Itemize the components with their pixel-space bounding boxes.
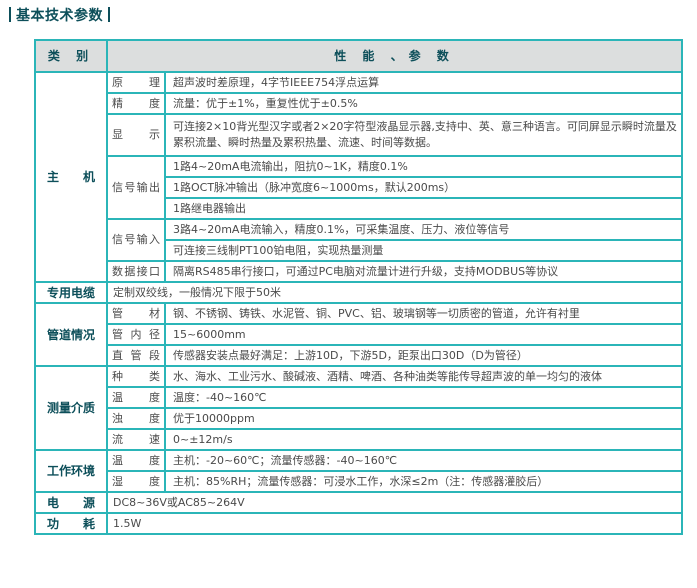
subcategory-cell: 浊 度 [106, 407, 166, 430]
table-row: 管道情况管 材钢、不锈钢、铸铁、水泥管、铜、PVC、铝、玻璃钢等一切质密的管道，… [34, 302, 683, 367]
subcategory-cell: 湿 度 [106, 470, 166, 493]
value-cell: 1.5W [106, 512, 683, 535]
table-row: 1路OCT脉冲输出（脉冲宽度6~1000ms，默认200ms） [35, 176, 683, 199]
subcategory-cell: 管 材 [106, 302, 166, 325]
table-row: 测量介质种 类水、海水、工业污水、酸碱液、酒精、啤酒、各种油类等能传导超声波的单… [34, 365, 683, 451]
subcategory-cell: 数据接口 [106, 260, 166, 283]
subcategory-cell: 信号输入 [106, 218, 166, 262]
value-cell: 超声波时差原理，4字节IEEE754浮点运算 [164, 71, 683, 94]
header-category: 类 别 [34, 39, 108, 73]
category-cell: 管道情况 [34, 302, 108, 367]
value-cell: 温度：-40~160℃ [164, 386, 683, 409]
value-cell: 15~6000mm [164, 323, 683, 346]
category-cell: 测量介质 [34, 365, 108, 451]
value-cell: 3路4~20mA电流输入，精度0.1%，可采集温度、压力、液位等信号 [164, 218, 683, 241]
value-cell: 钢、不锈钢、铸铁、水泥管、铜、PVC、铝、玻璃钢等一切质密的管道，允许有衬里 [164, 302, 683, 325]
table-row: 数据接口 隔离RS485串行接口，可通过PC电脑对流量计进行升级，支持MODBUS… [35, 260, 683, 283]
table-row: 功 耗 1.5W [34, 512, 683, 535]
subcategory-cell: 精 度 [106, 92, 166, 115]
table-row: 可连接三线制PT100铂电阻，实现热量测量 [35, 239, 683, 262]
subcategory-cell: 直管段 [106, 344, 166, 367]
table-row: 湿 度主机：85%RH；流量传感器：可浸水工作，水深≤2m（注：传感器灌胶后） [35, 470, 683, 493]
table-row: 管内径 15~6000mm [35, 323, 683, 346]
value-cell: 1路继电器输出 [164, 197, 683, 220]
subcategory-cell: 显 示 [106, 113, 166, 157]
value-cell: 定制双绞线，一般情况下限于50米 [106, 281, 683, 304]
value-cell: 可连接三线制PT100铂电阻，实现热量测量 [164, 239, 683, 262]
table-row: 专用电缆 定制双绞线，一般情况下限于50米 [34, 281, 683, 304]
value-cell: 主机：-20~60℃；流量传感器：-40~160℃ [164, 449, 683, 472]
subcategory-cell: 温 度 [106, 386, 166, 409]
subcategory-cell: 流 速 [106, 428, 166, 451]
table-header-row: 类 别 性 能 、参 数 [34, 39, 683, 73]
table-row: 1路继电器输出 [35, 197, 683, 220]
spec-table: 类 别 性 能 、参 数 主 机原 理超声波时差原理，4字节IEEE754浮点运… [34, 39, 683, 535]
subcategory-cell: 种 类 [106, 365, 166, 388]
category-cell: 工作环境 [34, 449, 108, 493]
category-cell: 专用电缆 [34, 281, 108, 304]
header-params: 性 能 、参 数 [106, 39, 683, 73]
category-cell: 主 机 [34, 71, 108, 283]
section-title: 基本技术参数 [4, 5, 115, 25]
table-row: 直管段 传感器安装点最好满足：上游10D，下游5D，距泵出口30D（D为管径） [35, 344, 683, 367]
table-row: 精 度流量：优于±1%，重复性优于±0.5% [35, 92, 683, 115]
value-cell: 可连接2×10背光型汉字或者2×20字符型液晶显示器,支持中、英、意三种语言。可… [164, 113, 683, 157]
value-cell: DC8~36V或AC85~264V [106, 491, 683, 514]
table-row: 显 示可连接2×10背光型汉字或者2×20字符型液晶显示器,支持中、英、意三种语… [35, 113, 683, 157]
table-row: 主 机原 理超声波时差原理，4字节IEEE754浮点运算 [34, 71, 683, 283]
category-cell: 电 源 [34, 491, 108, 514]
table-row: 电 源 DC8~36V或AC85~264V [34, 491, 683, 514]
section-title-text: 基本技术参数 [16, 8, 103, 24]
table-row: 信号输出 1路4~20mA电流输出，阻抗0~1K，精度0.1% [35, 155, 683, 220]
value-cell: 隔离RS485串行接口，可通过PC电脑对流量计进行升级，支持MODBUS等协议 [164, 260, 683, 283]
subcategory-cell: 温 度 [106, 449, 166, 472]
table-row: 温 度温度：-40~160℃ [35, 386, 683, 409]
subcategory-cell: 管内径 [106, 323, 166, 346]
category-cell: 功 耗 [34, 512, 108, 535]
title-bar-left [9, 7, 11, 22]
value-cell: 主机：85%RH；流量传感器：可浸水工作，水深≤2m（注：传感器灌胶后） [164, 470, 683, 493]
value-cell: 水、海水、工业污水、酸碱液、酒精、啤酒、各种油类等能传导超声波的单一均匀的液体 [164, 365, 683, 388]
value-cell: 优于10000ppm [164, 407, 683, 430]
value-cell: 1路OCT脉冲输出（脉冲宽度6~1000ms，默认200ms） [164, 176, 683, 199]
title-bar-right [108, 7, 110, 22]
subcategory-cell: 信号输出 [106, 155, 166, 220]
table-row: 流 速 0~±12m/s [35, 428, 683, 451]
subcategory-cell: 原 理 [106, 71, 166, 94]
value-cell: 传感器安装点最好满足：上游10D，下游5D，距泵出口30D（D为管径） [164, 344, 683, 367]
value-cell: 0~±12m/s [164, 428, 683, 451]
value-cell: 流量：优于±1%，重复性优于±0.5% [164, 92, 683, 115]
value-cell: 1路4~20mA电流输出，阻抗0~1K，精度0.1% [164, 155, 683, 178]
table-row: 工作环境温 度主机：-20~60℃；流量传感器：-40~160℃ [34, 449, 683, 493]
table-row: 浊 度优于10000ppm [35, 407, 683, 430]
table-row: 信号输入 3路4~20mA电流输入，精度0.1%，可采集温度、压力、液位等信号 [35, 218, 683, 262]
